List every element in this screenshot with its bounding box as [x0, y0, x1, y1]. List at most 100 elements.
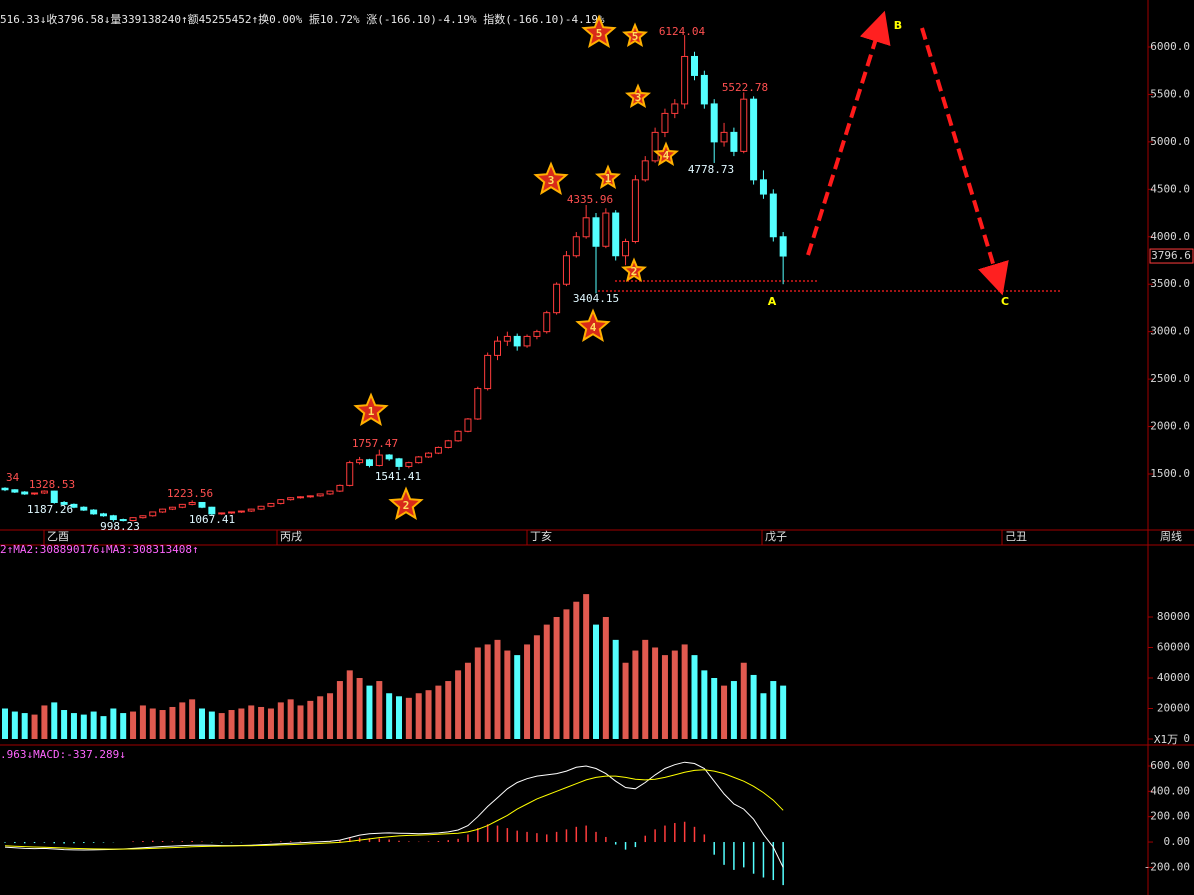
volume-bar: [711, 677, 718, 739]
period-unit: 周线: [1160, 529, 1182, 543]
period-label: 己丑: [1005, 530, 1027, 543]
candle-body: [60, 501, 68, 505]
period-label: 丙戌: [280, 530, 302, 543]
y-tick-label: 60000: [1157, 640, 1190, 653]
candle-body: [375, 454, 383, 466]
volume-bar: [612, 639, 619, 739]
candle-body: [129, 517, 137, 522]
candle-body: [681, 55, 689, 105]
volume-bar: [376, 681, 383, 739]
star-marker: [594, 164, 622, 190]
volume-bar: [740, 662, 747, 739]
volume-bar: [317, 696, 324, 739]
candle-body: [356, 459, 364, 464]
volume-bar: [149, 708, 156, 739]
trend-arrow: [806, 10, 891, 256]
trend-arrow: [920, 27, 1009, 296]
y-tick-label: 6000.0: [1150, 40, 1190, 53]
volume-unit: X1万: [1154, 733, 1178, 746]
volume-bar: [267, 708, 274, 739]
candle-body: [326, 490, 334, 495]
candle-body: [543, 312, 551, 333]
candle-body: [405, 462, 413, 467]
volume-bar: [415, 693, 422, 739]
candle-body: [80, 506, 88, 511]
candle-body: [454, 430, 462, 442]
volume-bar: [51, 702, 58, 739]
price-label: 1757.47: [352, 437, 398, 450]
volume-bar: [70, 713, 77, 739]
volume-bar: [21, 713, 28, 739]
candle-body: [306, 495, 314, 498]
star-label: 2: [631, 265, 638, 278]
star-marker: [624, 83, 652, 108]
y-tick-label: 20000: [1157, 701, 1190, 714]
wave-point: A: [768, 295, 777, 308]
candle-body: [139, 515, 147, 519]
volume-bar: [405, 697, 412, 739]
volume-bar: [455, 670, 462, 739]
candle-body: [70, 503, 78, 508]
volume-bar: [642, 639, 649, 739]
candle-body: [533, 331, 541, 337]
star-label: 4: [590, 321, 597, 334]
star-label: 5: [596, 27, 603, 40]
candle-body: [513, 335, 521, 347]
last-price-box: [1149, 248, 1194, 264]
candle-body: [494, 340, 501, 356]
volume-bar: [701, 670, 708, 739]
volume-bar: [386, 693, 393, 739]
candle-body: [11, 489, 19, 493]
volume-bar: [632, 650, 639, 739]
volume-bar: [681, 644, 688, 739]
star-marker: [353, 392, 389, 427]
volume-bar: [563, 609, 570, 739]
volume-bar: [721, 685, 728, 739]
candle-body: [592, 217, 600, 247]
candle-body: [425, 452, 433, 458]
volume-bar: [622, 662, 629, 739]
star-marker: [533, 161, 569, 196]
volume-bar: [553, 616, 560, 739]
candle-body: [691, 55, 698, 76]
volume-bar: [100, 716, 107, 739]
volume-bar: [31, 714, 38, 739]
candle-body: [671, 103, 679, 114]
price-label: 4335.96: [567, 193, 613, 206]
candle-body: [178, 503, 186, 508]
candle-body: [415, 456, 423, 464]
volume-bar: [671, 650, 678, 739]
volume-bar: [504, 650, 511, 739]
y-tick-label: 1500.0: [1150, 467, 1190, 480]
wave-point: C: [1001, 295, 1009, 308]
candle-body: [602, 212, 610, 247]
star-marker: [621, 22, 649, 47]
volume-bar: [327, 693, 334, 739]
y-tick-label: 80000: [1157, 610, 1190, 623]
volume-bar: [218, 713, 225, 739]
star-label: 3: [635, 91, 642, 104]
price-label: 998.23: [100, 520, 140, 533]
volume-bar: [435, 685, 442, 739]
y-tick-label: 3000.0: [1150, 325, 1190, 338]
candle-body: [198, 501, 206, 508]
candle-body: [395, 458, 403, 467]
volume-bar: [474, 647, 481, 739]
volume-bar: [494, 639, 501, 739]
candle-body: [257, 505, 265, 510]
volume-bar: [120, 713, 127, 739]
candle-body: [277, 499, 285, 504]
period-label: 乙酉: [47, 530, 69, 543]
candle-body: [346, 462, 354, 486]
y-tick-label: 600.00: [1150, 759, 1190, 772]
volume-bar: [258, 706, 265, 739]
price-label: 1187.26: [27, 503, 73, 516]
candle-body: [631, 179, 639, 243]
candle-body: [316, 493, 324, 497]
star-marker: [581, 14, 617, 49]
volume-bar: [464, 662, 471, 739]
volume-bar: [277, 702, 284, 739]
volume-bar: [189, 699, 196, 739]
volume-bar: [543, 624, 550, 739]
volume-bar: [336, 681, 343, 739]
